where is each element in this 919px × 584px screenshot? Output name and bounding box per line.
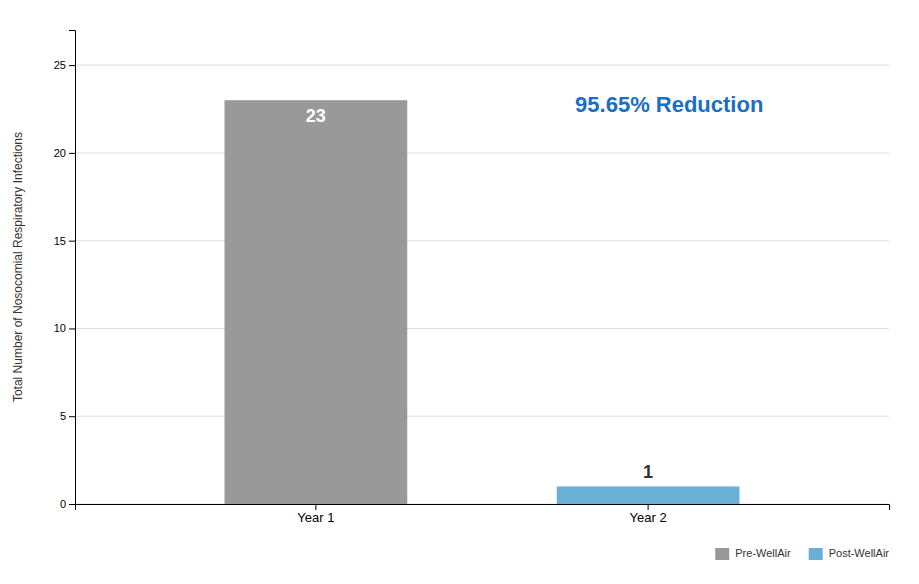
legend: Pre-WellAir Post-WellAir xyxy=(715,547,889,560)
x-axis-line xyxy=(76,505,890,511)
y-tick-label: 10 xyxy=(54,322,66,334)
legend-swatch xyxy=(715,548,729,560)
grid-line xyxy=(75,65,889,66)
legend-item: Post-WellAir xyxy=(809,547,890,560)
plot: 0 5 10 15 20 25 Year 1 Year 2 23 1 95.65% Reductio… xyxy=(54,31,890,526)
annotation: 95.65% Reduction xyxy=(575,92,763,117)
x-tick: Year 1 xyxy=(297,504,334,525)
y-tick-mark xyxy=(69,504,75,505)
y-tick-mark xyxy=(69,416,75,417)
grid-line xyxy=(75,416,889,417)
data-labels: 23 1 xyxy=(306,106,653,482)
y-axis: 0 5 10 15 20 25 xyxy=(54,31,76,511)
legend-label: Post-WellAir xyxy=(829,547,890,559)
grid xyxy=(75,65,889,504)
bar xyxy=(557,486,740,504)
x-tick: Year 2 xyxy=(630,504,667,525)
y-tick: 10 xyxy=(54,322,75,334)
y-tick-label: 25 xyxy=(54,59,66,71)
bar xyxy=(225,100,408,504)
y-tick-label: 15 xyxy=(54,235,66,247)
grid-line xyxy=(75,240,889,241)
grid-line xyxy=(75,328,889,329)
y-tick-mark xyxy=(69,241,75,242)
y-axis-line xyxy=(69,31,76,505)
y-tick: 15 xyxy=(54,235,75,247)
chart: 0 5 10 15 20 25 Year 1 Year 2 23 1 95.65% Reductio… xyxy=(0,0,919,584)
y-axis-title: Total Number of Nosocomial Respiratory I… xyxy=(11,132,25,402)
x-tick-label: Year 2 xyxy=(630,510,667,525)
grid-line xyxy=(75,152,889,153)
y-tick: 5 xyxy=(60,410,75,422)
data-label: 23 xyxy=(306,106,326,126)
legend-item: Pre-WellAir xyxy=(715,547,791,560)
x-tick-label: Year 1 xyxy=(297,510,334,525)
x-axis: Year 1 Year 2 xyxy=(76,504,890,525)
y-tick-mark xyxy=(69,65,75,66)
legend-label: Pre-WellAir xyxy=(735,547,791,559)
data-label: 1 xyxy=(643,462,653,482)
x-tick-mark xyxy=(648,504,649,510)
y-tick: 20 xyxy=(54,147,75,159)
y-tick: 25 xyxy=(54,59,75,71)
y-tick-mark xyxy=(69,153,75,154)
y-tick-label: 20 xyxy=(54,147,66,159)
legend-swatch xyxy=(809,548,823,560)
y-tick-label: 5 xyxy=(60,410,66,422)
x-tick-mark xyxy=(315,504,316,510)
y-tick-mark xyxy=(69,328,75,329)
y-tick: 0 xyxy=(60,498,75,510)
bars xyxy=(225,100,740,504)
y-tick-label: 0 xyxy=(60,498,66,510)
